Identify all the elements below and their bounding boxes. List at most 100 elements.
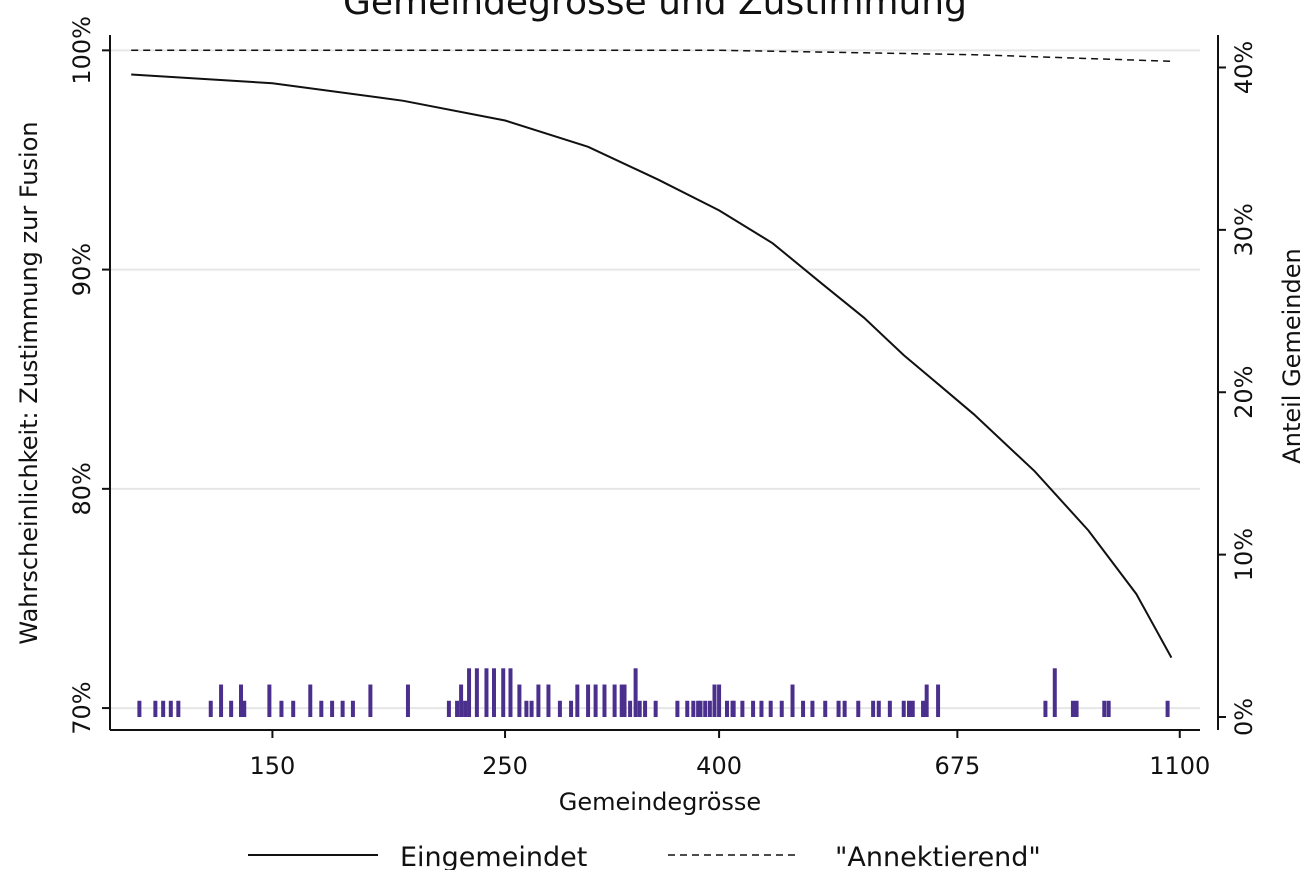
rug-bar [593,684,598,718]
rug-bar [724,700,729,718]
rug-bar [474,668,479,718]
rug-bar [759,700,764,718]
rug-bar [208,700,213,718]
rug-bar [1102,700,1107,718]
rug-bar [901,700,906,718]
rug-bar [1074,700,1079,718]
rug-bar [291,700,296,718]
y-axis-title: Wahrscheinlichkeit: Zustimmung zur Fusio… [15,121,43,644]
rug-bar [675,700,680,718]
rug-bar [924,684,929,718]
rug-bar [876,700,881,718]
series-line-1 [131,49,1172,63]
rug-bar [696,700,701,718]
y2-tick-label-3: 30% [1230,203,1258,256]
rug-bar [267,684,272,718]
y2-tick-label-4: 40% [1230,41,1258,94]
rug-bar [703,700,708,718]
y-tick-label-3: 100% [68,16,96,85]
rug-bar [446,700,451,718]
rug-bar [768,700,773,718]
rug-bar [219,684,224,718]
rug-bar [740,700,745,718]
legend: Eingemeindet "Annektierend" [248,842,1041,870]
rug-bar [707,700,712,718]
rug-bar [153,700,158,718]
y-tick-label-0: 70% [68,681,96,734]
rug-bar [536,684,541,718]
rug-bar [176,700,181,718]
rug-bar [936,684,941,718]
rug-bar [161,700,166,718]
rug-bar [501,668,506,718]
rug-bar [691,700,696,718]
y2-tick-label-2: 20% [1230,366,1258,419]
rug-bar [517,684,522,718]
rug-bar [168,700,173,718]
rug-bar [459,684,464,718]
rug-bar [887,700,892,718]
rug-bar [524,700,529,718]
rug-bar [685,700,690,718]
rug-bar [508,668,513,718]
y2-tick-label-1: 10% [1230,528,1258,581]
rug-bar [637,700,642,718]
rug-bar [751,700,756,718]
rug-bars [137,668,1170,718]
rug-bar [836,700,841,718]
rug-bar [612,684,617,718]
rug-bar [529,700,534,718]
x-tick-label-0: 150 [250,752,296,780]
rug-bar [619,684,624,718]
rug-bar [229,700,234,718]
axis-ticks: 70% 80% 90% 100% 0% 10% 20% 30% 40% 150 250 400 675 1… [68,16,1258,780]
rug-bar [779,700,784,718]
rug-bar [1165,700,1170,718]
rug-bar [643,700,648,718]
y2-axis-title: Anteil Gemeinden [1278,248,1306,463]
y2-tick-label-0: 0% [1230,698,1258,736]
rug-bar [279,700,284,718]
rug-bar [910,700,915,718]
chart-title: Gemeindegrösse und Zustimmung [343,0,967,23]
rug-bar [368,684,373,718]
rug-bar [405,684,410,718]
rug-bar [586,684,591,718]
rug-bar [557,700,562,718]
rug-bar [319,700,324,718]
rug-bar [546,684,551,718]
rug-bar [467,668,472,718]
rug-bar [242,700,247,718]
grid-lines [110,49,1200,710]
rug-bar [1106,700,1111,718]
rug-bar [698,700,703,718]
rug-bar [308,684,313,718]
rug-bar [1043,700,1048,718]
rug-bar [330,700,335,718]
rug-bar [907,700,912,718]
rug-bar [575,684,580,718]
rug-bar [712,684,717,718]
x-tick-label-3: 675 [934,752,980,780]
series-lines [131,49,1173,659]
rug-bar [137,700,142,718]
rug-bar [871,700,876,718]
rug-bar [856,700,861,718]
rug-bar [790,684,795,718]
rug-bar [350,700,355,718]
rug-bar [633,668,638,718]
x-tick-label-4: 1100 [1149,752,1210,780]
x-tick-label-1: 250 [482,752,528,780]
rug-bar [1070,700,1075,718]
rug-bar [1052,668,1057,718]
y-tick-label-1: 80% [68,462,96,515]
rug-bar [602,684,607,718]
rug-bar [823,700,828,718]
rug-bar [239,684,244,718]
rug-bar [622,684,627,718]
y-tick-label-2: 90% [68,243,96,296]
rug-bar [801,700,806,718]
x-axis-title: Gemeindegrösse [559,788,761,816]
rug-bar [455,700,460,718]
